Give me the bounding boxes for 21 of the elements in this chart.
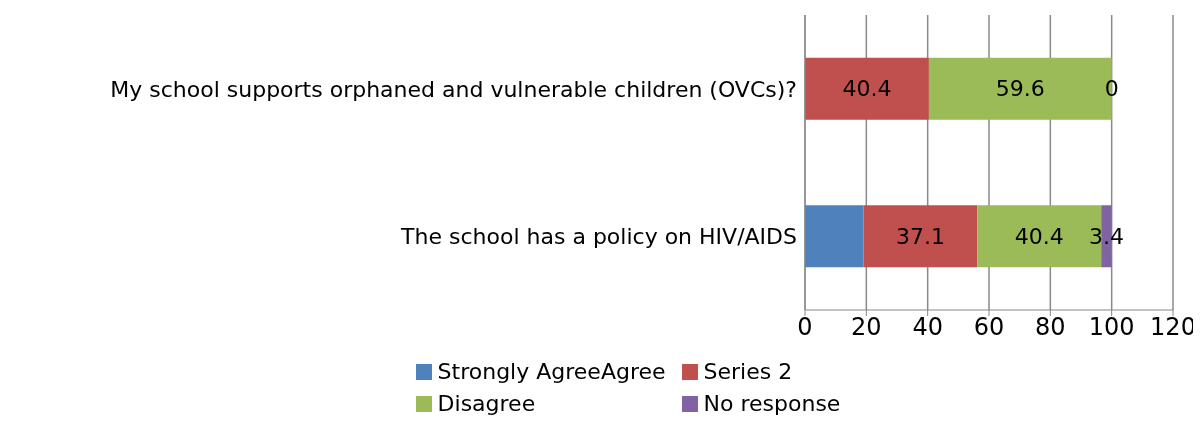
y-tick-label: My school supports orphaned and vulnerable children (OVCs)?	[110, 76, 797, 102]
y-tick-label: The school has a policy on HIV/AIDS	[400, 224, 797, 250]
data-label: 59.6	[995, 76, 1045, 102]
bar	[805, 57, 929, 120]
legend-label: No response	[703, 390, 841, 418]
x-tick-label: 80	[1035, 313, 1066, 342]
data-label: 0	[1104, 76, 1119, 102]
data-label: 3.4	[1088, 223, 1124, 249]
data-label: 40.4	[1014, 223, 1064, 249]
x-tick-label: 40	[912, 313, 943, 342]
x-tick-label: 0	[797, 313, 813, 342]
bar	[863, 205, 978, 268]
x-tick-label: 60	[973, 313, 1005, 342]
legend-label: Series 2	[703, 358, 793, 386]
data-label: 37.1	[895, 223, 945, 249]
x-tick-label: 100	[1088, 313, 1135, 342]
x-tick-label: 20	[851, 313, 882, 342]
legend-label: Disagree	[437, 390, 536, 418]
legend-label: Strongly AgreeAgree	[437, 358, 666, 386]
bar	[805, 205, 864, 268]
data-label: 40.4	[842, 76, 892, 102]
